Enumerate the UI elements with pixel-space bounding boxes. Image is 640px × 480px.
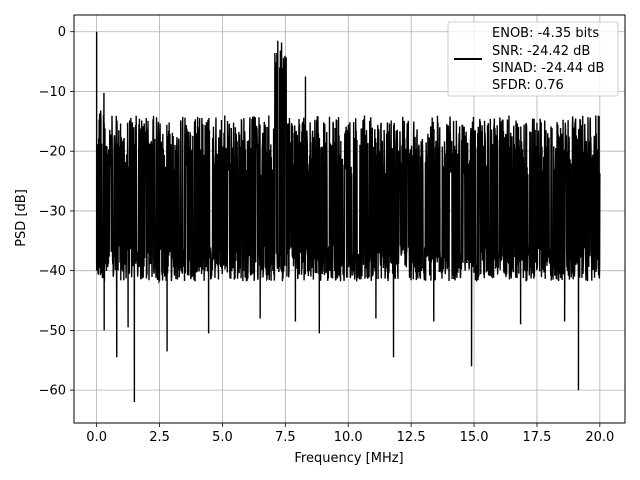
x-tick-label: 5.0 [212, 430, 233, 445]
series-line-psd [95, 31, 601, 403]
y-tick-label: −40 [39, 264, 66, 279]
y-tick-label: −60 [39, 384, 66, 399]
y-tick-label: −50 [39, 324, 66, 339]
y-axis: 0 −10 −20 −30 −40 −50 −60 [39, 25, 74, 399]
series-psd [95, 31, 601, 403]
x-tick-label: 10.0 [334, 430, 363, 445]
legend-box [447, 21, 619, 97]
x-tick-label: 2.5 [149, 430, 170, 445]
x-tick-label: 20.0 [585, 430, 614, 445]
legend-entry-enob: ENOB: -4.35 bits [492, 26, 599, 41]
x-axis-label: Frequency [MHz] [294, 451, 403, 466]
y-axis-label: PSD [dB] [14, 189, 29, 247]
legend-entry-snr: SNR: -24.42 dB [492, 44, 590, 59]
legend-entry-sinad: SINAD: -24.44 dB [492, 61, 604, 76]
x-tick-label: 15.0 [460, 430, 489, 445]
y-tick-label: −30 [39, 204, 66, 219]
legend: ENOB: -4.35 bits SNR: -24.42 dB SINAD: -… [447, 21, 619, 97]
legend-entry-sfdr: SFDR: 0.76 [492, 78, 564, 93]
x-tick-label: 12.5 [397, 430, 426, 445]
y-tick-label: 0 [58, 25, 66, 40]
x-tick-label: 17.5 [522, 430, 551, 445]
x-tick-label: 0.0 [86, 430, 107, 445]
x-axis: 0.0 2.5 5.0 7.5 10.0 12.5 15.0 17.5 20.0 [86, 423, 614, 445]
x-tick-label: 7.5 [275, 430, 296, 445]
y-tick-label: −10 [39, 85, 66, 100]
plot-frame [73, 14, 626, 424]
y-tick-label: −20 [39, 145, 66, 160]
